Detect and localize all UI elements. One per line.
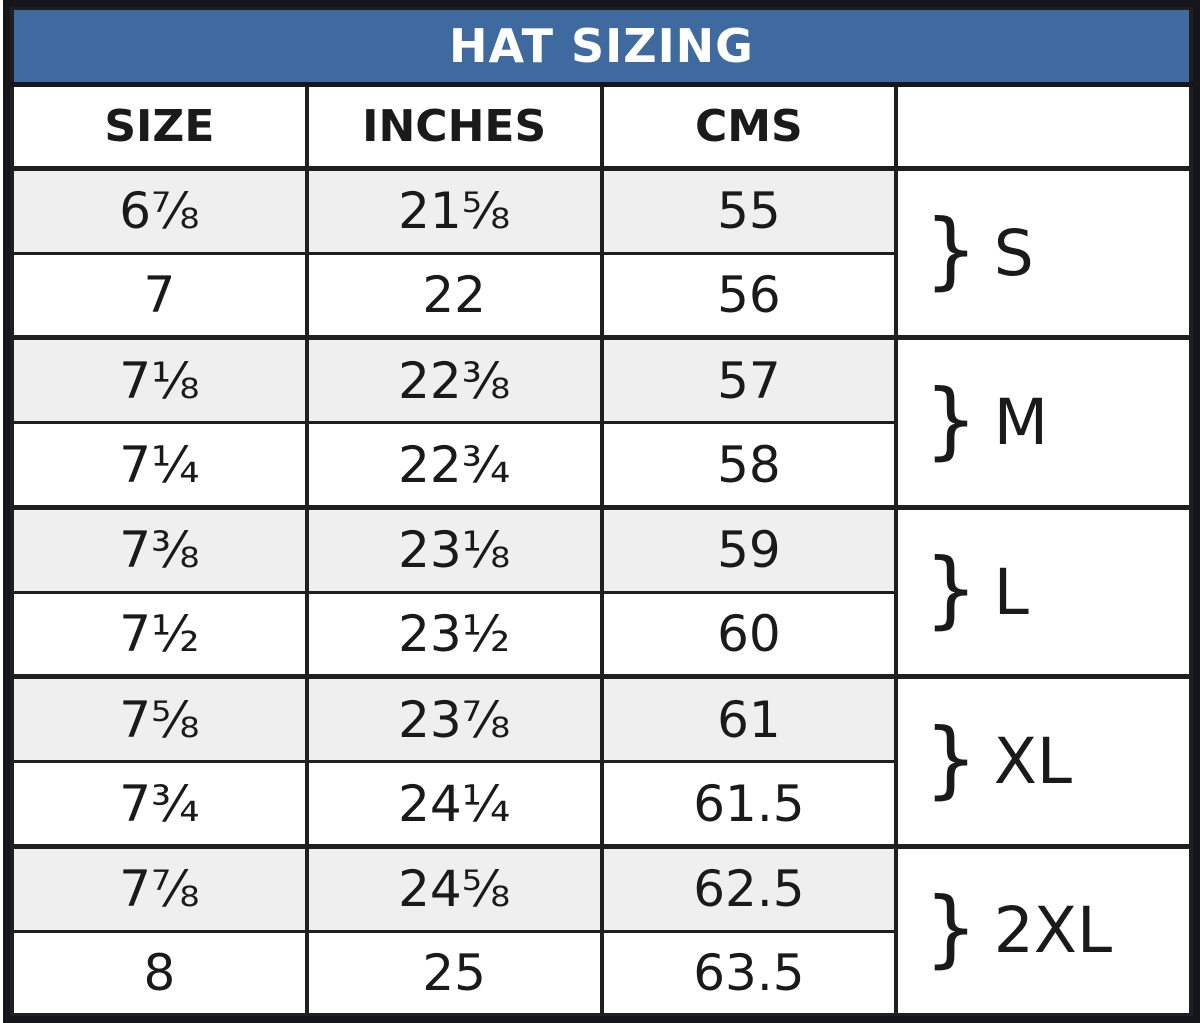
cms-cell: 60 bbox=[599, 590, 899, 679]
cms-cell: 63.5 bbox=[599, 929, 899, 1017]
size-cell: 8 bbox=[10, 929, 309, 1017]
size-cell: 7⅛ bbox=[10, 335, 309, 425]
group-label: M bbox=[993, 386, 1049, 460]
size-cell: 7 bbox=[10, 251, 309, 340]
group-cell-2xl: } 2XL bbox=[894, 843, 1193, 1017]
group-label: S bbox=[993, 216, 1034, 290]
inches-cell: 22 bbox=[304, 251, 604, 340]
column-header-inches: INCHES bbox=[304, 83, 604, 171]
cms-cell: 61.5 bbox=[599, 760, 899, 848]
inches-cell: 22⅜ bbox=[304, 335, 604, 425]
size-cell: 7⅞ bbox=[10, 843, 309, 933]
inches-cell: 22¾ bbox=[304, 421, 604, 509]
hat-sizing-table: HAT SIZING SIZE INCHES CMS 6⅞ 21⅝ 55 } S… bbox=[10, 7, 1193, 1017]
table-row: 7⅛ 22⅜ 57 } M bbox=[10, 335, 1193, 509]
size-cell: 7⅝ bbox=[10, 674, 309, 764]
inches-cell: 21⅝ bbox=[304, 166, 604, 255]
group-cell-xl: } XL bbox=[894, 674, 1193, 848]
brace-icon: } bbox=[924, 370, 978, 469]
table-row: 7⅞ 24⅝ 62.5 } 2XL bbox=[10, 843, 1193, 1017]
group-label: 2XL bbox=[993, 894, 1113, 968]
cms-cell: 58 bbox=[599, 421, 899, 509]
inches-cell: 23⅞ bbox=[304, 674, 604, 764]
size-cell: 7⅜ bbox=[10, 504, 309, 594]
cms-cell: 59 bbox=[599, 504, 899, 594]
table-row: 7 22 56 bbox=[10, 251, 1191, 340]
size-cell: 7¼ bbox=[10, 421, 309, 509]
table-row: 7¼ 22¾ 58 bbox=[10, 421, 1191, 509]
cms-cell: 61 bbox=[599, 674, 899, 764]
inches-cell: 23½ bbox=[304, 590, 604, 679]
column-header-group bbox=[894, 83, 1193, 171]
brace-icon: } bbox=[924, 540, 978, 639]
inches-cell: 24⅝ bbox=[304, 843, 604, 933]
cms-cell: 56 bbox=[599, 251, 899, 340]
inches-cell: 24¼ bbox=[304, 760, 604, 848]
column-header-cms: CMS bbox=[599, 83, 899, 171]
size-cell: 7¾ bbox=[10, 760, 309, 848]
column-header-size: SIZE bbox=[10, 83, 309, 171]
inches-cell: 23⅛ bbox=[304, 504, 604, 594]
table-row: 7⅝ 23⅞ 61 } XL bbox=[10, 674, 1193, 848]
table-row: 7½ 23½ 60 bbox=[10, 590, 1191, 679]
size-cell: 6⅞ bbox=[10, 166, 309, 255]
cms-cell: 55 bbox=[599, 166, 899, 255]
table-row: 7¾ 24¼ 61.5 bbox=[10, 760, 1191, 848]
page-title: HAT SIZING bbox=[10, 7, 1193, 87]
group-label: L bbox=[993, 555, 1029, 629]
table-row: 7⅜ 23⅛ 59 } L bbox=[10, 504, 1193, 679]
sizing-chart-frame: HAT SIZING SIZE INCHES CMS 6⅞ 21⅝ 55 } S… bbox=[3, 0, 1200, 1023]
cms-cell: 62.5 bbox=[599, 843, 899, 933]
group-cell-m: } M bbox=[894, 335, 1193, 509]
group-cell-l: } L bbox=[894, 504, 1193, 679]
brace-icon: } bbox=[924, 878, 978, 977]
title-row: HAT SIZING bbox=[10, 7, 1193, 87]
inches-cell: 25 bbox=[304, 929, 604, 1017]
size-cell: 7½ bbox=[10, 590, 309, 679]
group-cell-s: } S bbox=[894, 165, 1193, 340]
cms-cell: 57 bbox=[599, 335, 899, 425]
group-label: XL bbox=[993, 725, 1072, 799]
table-row: 8 25 63.5 bbox=[10, 929, 1191, 1017]
brace-icon: } bbox=[924, 201, 978, 300]
brace-icon: } bbox=[924, 709, 978, 808]
column-header-row: SIZE INCHES CMS bbox=[10, 83, 1193, 171]
table-row: 6⅞ 21⅝ 55 } S bbox=[10, 165, 1193, 340]
